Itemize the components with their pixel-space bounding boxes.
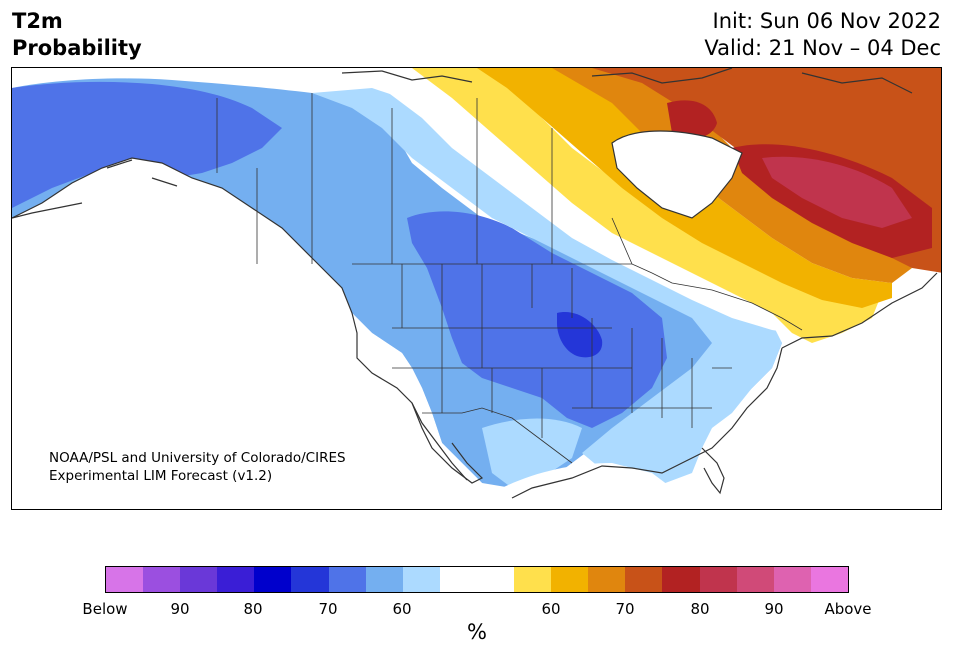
colorbar-cell [514, 567, 552, 592]
colorbar-cell [180, 567, 218, 592]
colorbar-cell [476, 567, 515, 592]
coastline-florida [701, 447, 725, 495]
tick-above-80: 80 [690, 600, 710, 618]
province-lines [256, 93, 633, 265]
init-date: Init: Sun 06 Nov 2022 [712, 9, 941, 33]
tick-above-90: 90 [764, 600, 784, 618]
tick-above: Above [824, 600, 872, 618]
valid-range: Valid: 21 Nov – 04 Dec [704, 36, 941, 60]
tick-below-70: 70 [318, 600, 338, 618]
tick-below: Below [82, 600, 128, 618]
tick-below-60: 60 [392, 600, 412, 618]
colorbar-cell [439, 567, 477, 592]
tick-above-60: 60 [541, 600, 561, 618]
coastline-baja [411, 402, 484, 484]
colorbar-cell [662, 567, 700, 592]
band-above-red-north [667, 100, 717, 139]
political-borders [216, 93, 803, 464]
band-below-70-plains [407, 211, 667, 428]
colorbar-cell [106, 567, 144, 592]
colorbar-unit: % [467, 620, 487, 644]
colorbar-cell [699, 567, 737, 592]
colorbar-cell [217, 567, 255, 592]
title-line-2: Probability [12, 36, 142, 60]
colorbar-cell [551, 567, 589, 592]
state-lines [392, 264, 732, 438]
band-below-50-south [482, 418, 582, 488]
colorbar-cell [773, 567, 811, 592]
attribution-line-2: Experimental LIM Forecast (v1.2) [49, 468, 273, 484]
us-canada-border [352, 263, 803, 331]
coastlines [12, 68, 938, 499]
coastline-hudson [611, 130, 743, 219]
title-line-1: T2m [12, 9, 63, 33]
probability-map [11, 67, 942, 510]
colorbar-cell [143, 567, 181, 592]
band-below-80 [557, 312, 603, 358]
coastline-northeast [781, 272, 938, 349]
colorbar-cell [291, 567, 329, 592]
colorbar-cell [365, 567, 403, 592]
map-canvas [12, 68, 941, 509]
atlantic-ocean [673, 308, 941, 509]
coastline-alaska-islands [12, 159, 178, 219]
colorbar-cell [588, 567, 626, 592]
probability-bands [12, 68, 941, 509]
attribution-line-1: NOAA/PSL and University of Colorado/CIRE… [49, 450, 346, 466]
colorbar-cell [402, 567, 440, 592]
tick-below-80: 80 [243, 600, 263, 618]
colorbar-cell [810, 567, 848, 592]
coastline-gulf [511, 347, 783, 499]
tick-below-90: 90 [170, 600, 190, 618]
pacific-ocean [12, 158, 510, 509]
forecast-dates: Init: Sun 06 Nov 2022 Valid: 21 Nov – 04… [704, 8, 941, 62]
colorbar-cell [254, 567, 292, 592]
coastline-arctic [341, 68, 913, 94]
colorbar-cell [328, 567, 366, 592]
band-above-red-core [762, 156, 912, 228]
map-title: T2m Probability [12, 8, 142, 62]
colorbar-cell [625, 567, 663, 592]
coastline-west [12, 157, 468, 481]
colorbar-cell [736, 567, 774, 592]
hudson-bay [612, 131, 742, 218]
band-near-normal-gulf [502, 463, 672, 509]
us-mexico-border [422, 407, 573, 464]
attribution: NOAA/PSL and University of Colorado/CIRE… [49, 449, 346, 485]
band-below-70 [12, 81, 282, 208]
probability-colorbar [105, 566, 849, 593]
tick-above-70: 70 [615, 600, 635, 618]
